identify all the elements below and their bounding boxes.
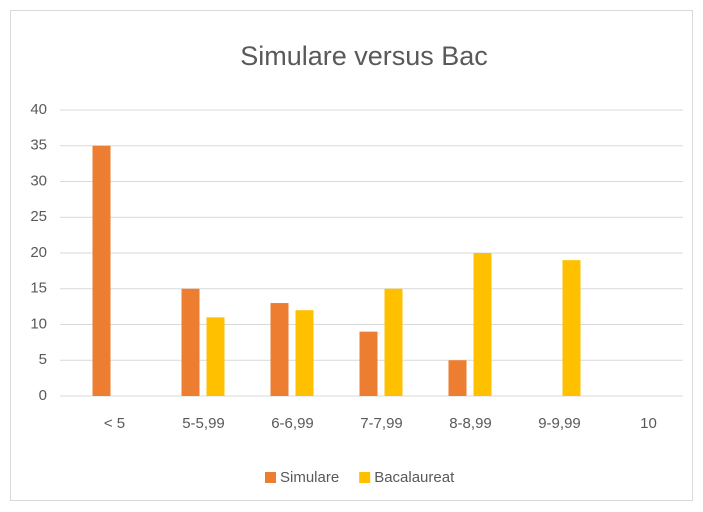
bar [384, 288, 403, 396]
bar [473, 253, 492, 396]
bar [270, 303, 289, 396]
bar [92, 145, 111, 396]
legend-swatch [359, 472, 371, 483]
x-tick-label: 7-7,99 [360, 415, 403, 432]
y-tick-label: 5 [39, 351, 47, 368]
chart-border [10, 10, 693, 501]
bar [206, 317, 225, 396]
legend-swatch [265, 472, 276, 483]
bar [295, 310, 314, 396]
y-tick-label: 20 [30, 244, 47, 261]
bar [562, 260, 581, 396]
y-tick-label: 35 [30, 137, 47, 154]
y-tick-label: 15 [30, 280, 47, 297]
x-tick-label: 6-6,99 [271, 415, 314, 432]
y-tick-label: 10 [30, 315, 47, 332]
bar [181, 288, 200, 396]
x-tick-label: 8-8,99 [449, 415, 492, 432]
chart-title: Simulare versus Bac [240, 41, 488, 71]
y-tick-label: 0 [39, 387, 47, 404]
y-tick-label: 40 [30, 101, 47, 118]
x-tick-label: 9-9,99 [538, 415, 581, 432]
x-tick-label: 10 [640, 415, 657, 432]
legend-label: Simulare [280, 469, 339, 486]
y-tick-label: 30 [30, 172, 47, 189]
legend-label: Bacalaureat [374, 469, 455, 486]
x-tick-label: 5-5,99 [182, 415, 225, 432]
bar [448, 360, 467, 396]
x-tick-label: < 5 [104, 415, 125, 432]
y-tick-label: 25 [30, 208, 47, 225]
bar [359, 331, 378, 396]
